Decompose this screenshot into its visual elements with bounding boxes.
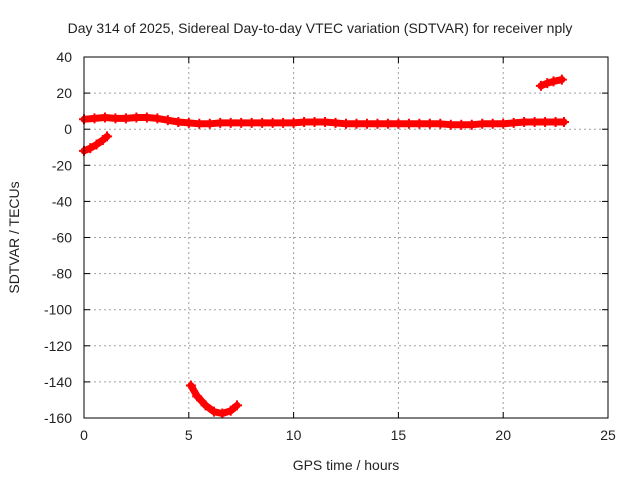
data-point [204, 118, 215, 129]
y-axis-label: SDTVAR / TECUs [6, 181, 22, 293]
data-point [519, 116, 530, 127]
y-tick-label: -40 [52, 193, 72, 209]
data-point [542, 78, 553, 89]
y-tick-label: -80 [52, 266, 72, 282]
data-point [208, 406, 219, 417]
data-point [382, 118, 393, 129]
series-layer [79, 74, 569, 419]
data-point [89, 113, 100, 124]
y-tick-label: 40 [56, 49, 72, 65]
data-point [320, 116, 331, 127]
data-point [131, 112, 142, 123]
data-point [535, 80, 546, 91]
data-point [435, 118, 446, 129]
data-point [173, 116, 184, 127]
data-point [99, 112, 110, 123]
data-point [372, 118, 383, 129]
data-point [477, 118, 488, 129]
data-point [445, 119, 456, 130]
data-point [200, 400, 211, 411]
data-point [91, 139, 102, 150]
data-point [508, 117, 519, 128]
data-point [299, 116, 310, 127]
x-tick-label: 10 [286, 427, 302, 443]
data-point [393, 118, 404, 129]
y-tick-label: 0 [64, 121, 72, 137]
data-point [141, 112, 152, 123]
series-3 [535, 74, 567, 91]
series-0 [79, 112, 569, 130]
x-tick-label: 5 [185, 427, 193, 443]
data-point [185, 380, 196, 391]
data-point [550, 116, 561, 127]
data-point [414, 118, 425, 129]
data-point [110, 113, 121, 124]
y-tick-label: -100 [44, 302, 72, 318]
grid [84, 57, 608, 418]
data-point [267, 117, 278, 128]
data-point [225, 405, 236, 416]
data-point [529, 116, 540, 127]
data-point [232, 400, 243, 411]
data-point [246, 117, 257, 128]
y-tick-label: -160 [44, 410, 72, 426]
data-point [288, 117, 299, 128]
data-point [236, 117, 247, 128]
x-tick-label: 20 [495, 427, 511, 443]
data-point [556, 74, 567, 85]
data-point [456, 119, 467, 130]
y-tick-label: -140 [44, 374, 72, 390]
data-point [558, 116, 569, 127]
data-point [85, 143, 96, 154]
data-point [403, 118, 414, 129]
data-point [215, 117, 226, 128]
data-point [540, 116, 551, 127]
ticks: 0 5 10 15 20 25 -160 -140 -120 -100 -80 -60 -40 -20 0 2… [44, 49, 616, 443]
x-tick-label: 15 [391, 427, 407, 443]
data-point [498, 118, 509, 129]
y-tick-label: -20 [52, 157, 72, 173]
data-point [217, 408, 228, 419]
data-point [424, 118, 435, 129]
data-point [102, 131, 113, 142]
y-tick-label: -60 [52, 230, 72, 246]
chart-title: Day 314 of 2025, Sidereal Day-to-day VTE… [67, 20, 573, 36]
data-point [330, 117, 341, 128]
y-tick-label: -120 [44, 338, 72, 354]
data-point [257, 117, 268, 128]
series-2 [185, 380, 243, 419]
x-tick-label: 25 [600, 427, 616, 443]
data-point [120, 113, 131, 124]
data-point [183, 117, 194, 128]
data-point [194, 118, 205, 129]
y-tick-label: 20 [56, 85, 72, 101]
x-tick-label: 0 [80, 427, 88, 443]
data-point [309, 116, 320, 127]
data-point [487, 118, 498, 129]
data-point [361, 118, 372, 129]
data-point [466, 119, 477, 130]
data-point [152, 113, 163, 124]
data-point [225, 117, 236, 128]
data-point [351, 118, 362, 129]
x-axis-label: GPS time / hours [293, 457, 400, 473]
data-point [341, 118, 351, 129]
data-point [548, 76, 559, 87]
data-point [278, 117, 289, 128]
data-point [192, 391, 203, 402]
data-point [162, 115, 173, 126]
